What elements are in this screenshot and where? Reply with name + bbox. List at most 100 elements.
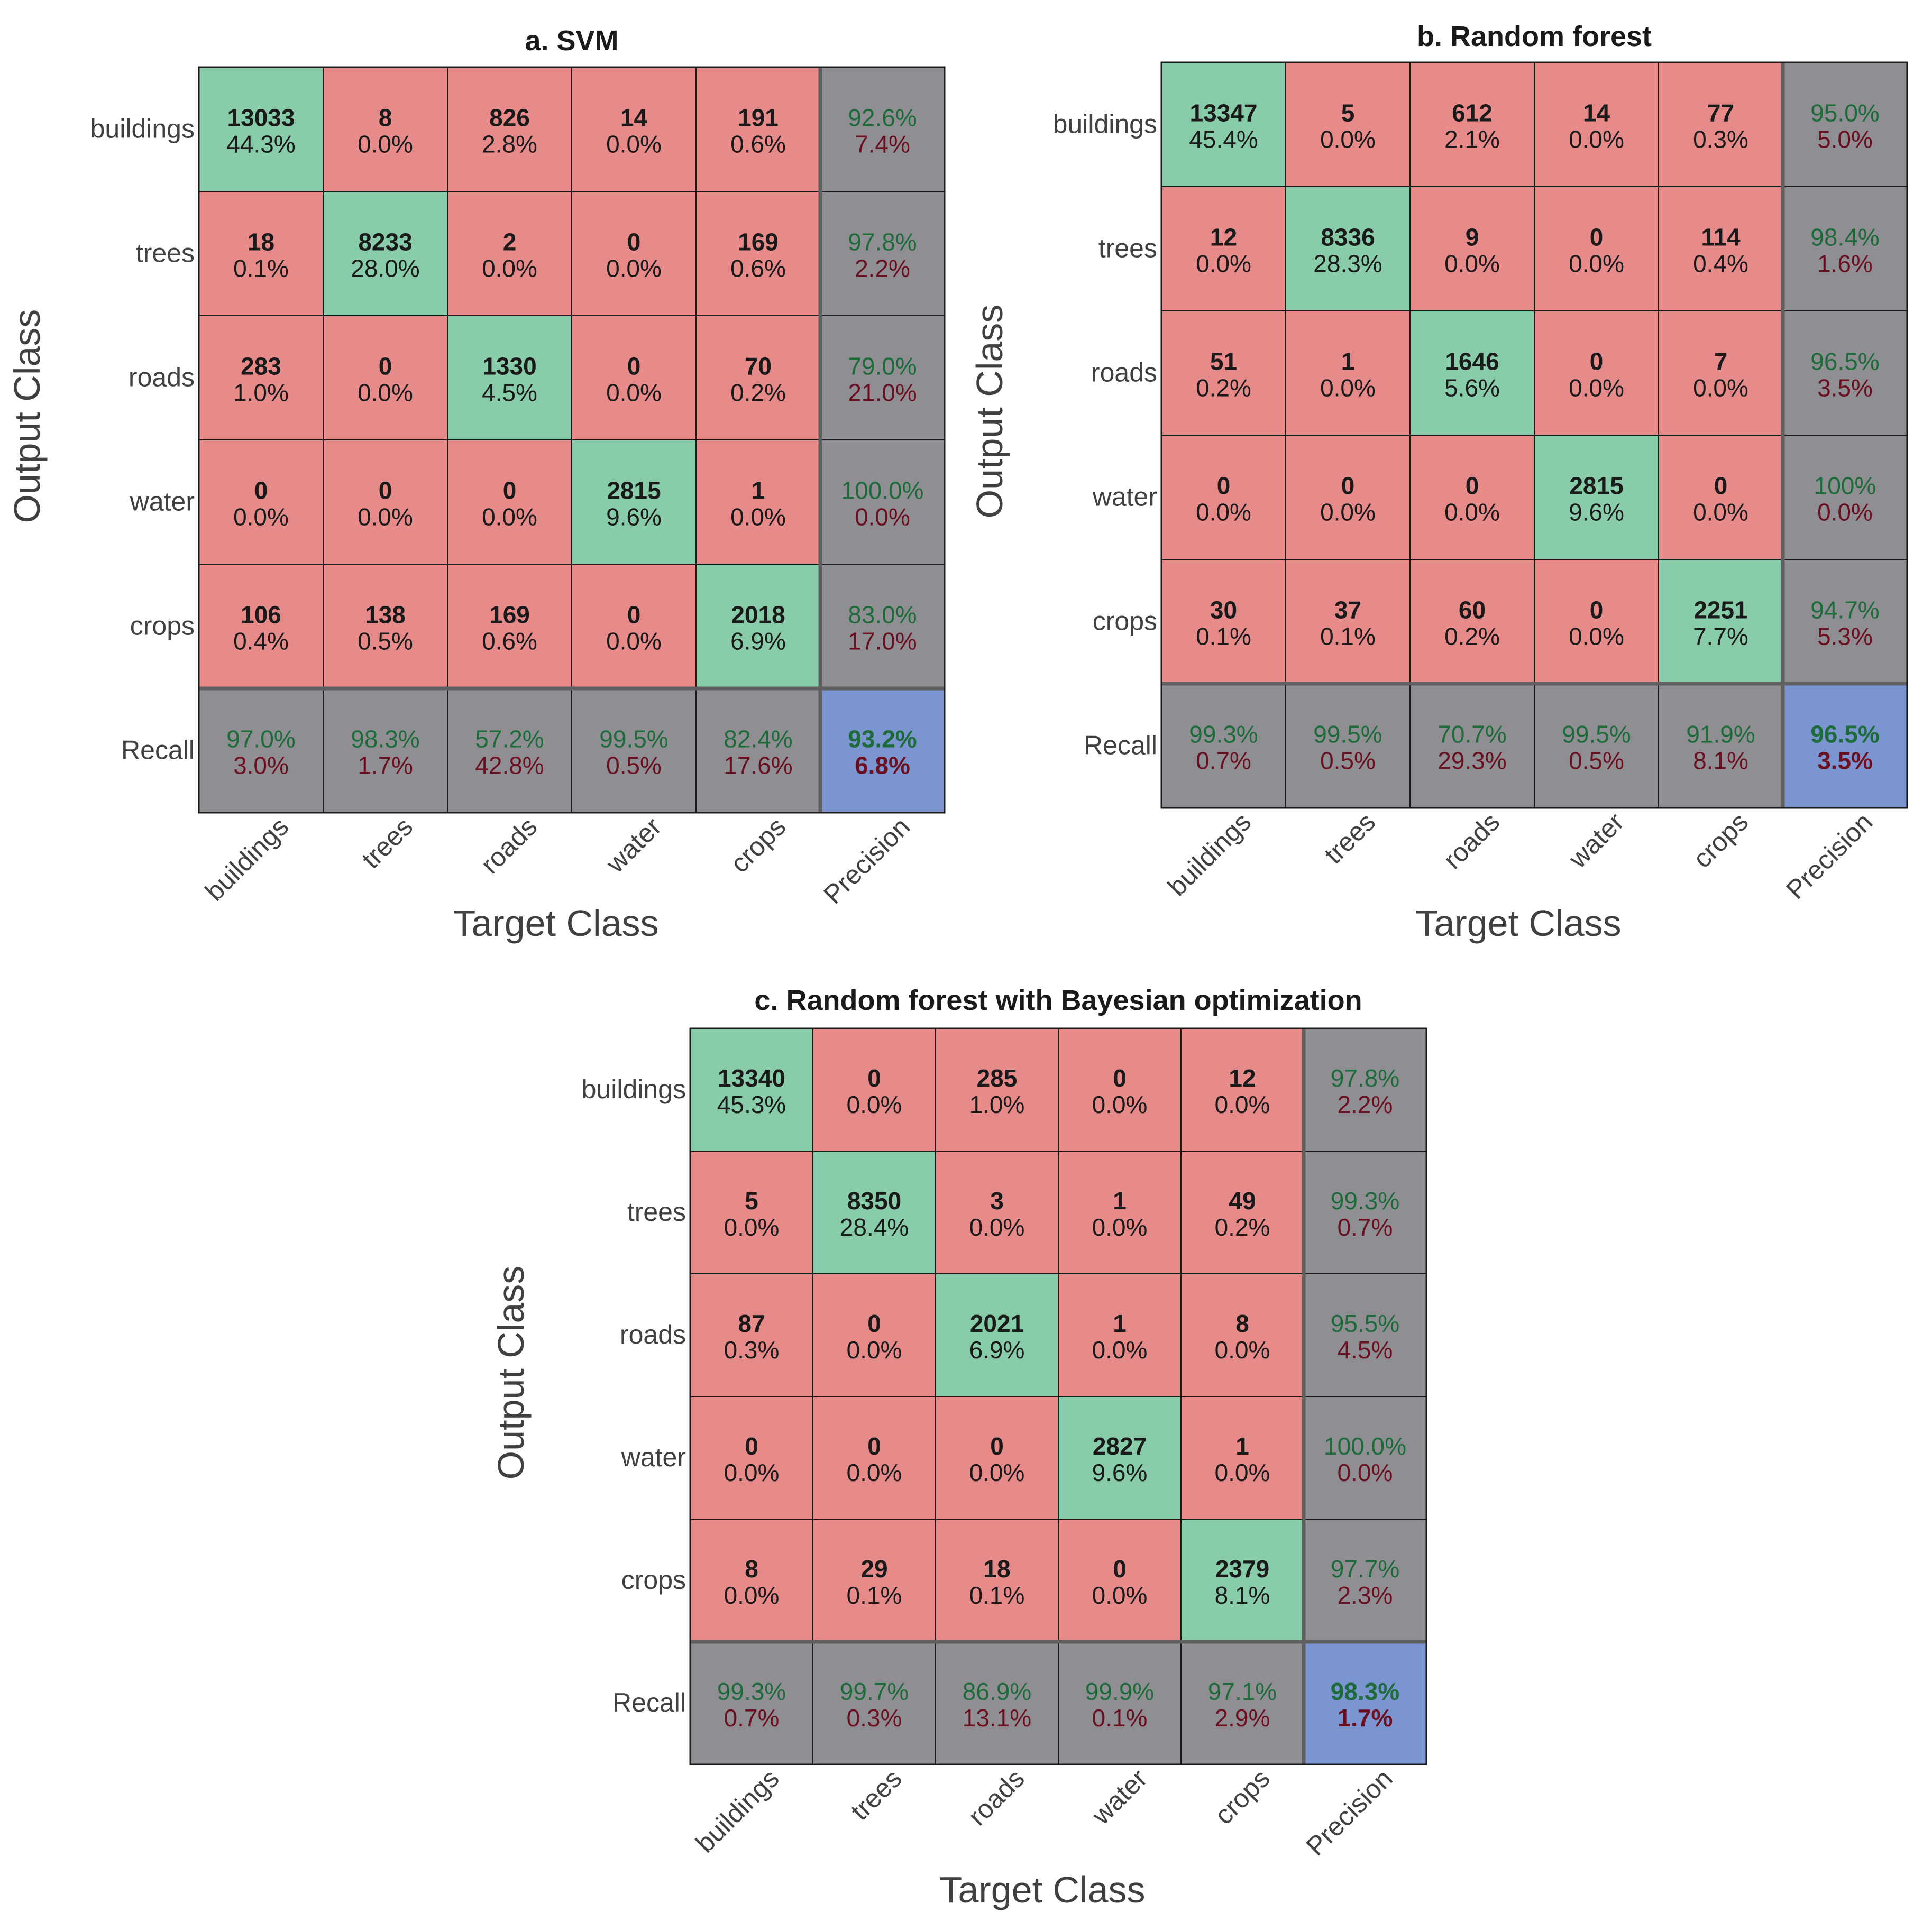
cell-count: 70 [745, 353, 772, 380]
y-tick-label: Recall [1084, 731, 1157, 760]
cell-count: 0 [627, 228, 641, 256]
cell-percent: 8.1% [1215, 1581, 1270, 1609]
precision-value: 95.5% [1331, 1310, 1399, 1337]
cell-count: 7 [1714, 348, 1728, 375]
recall-value: 99.9% [1085, 1678, 1154, 1705]
cell-percent: 5.6% [1444, 374, 1500, 402]
recall-error: 0.1% [1092, 1704, 1148, 1732]
cell-count: 77 [1707, 99, 1734, 127]
cell-count: 138 [365, 601, 406, 629]
cell-count: 30 [1210, 596, 1237, 624]
cell-count: 0 [1590, 596, 1604, 624]
confusion-matrix-a: a. SVM1303344.3%80.0%8262.8%140.0%1910.6… [6, 25, 946, 944]
y-tick-label: trees [1098, 234, 1157, 263]
matrix-border [689, 1027, 1427, 1765]
cell-percent: 0.0% [1693, 499, 1748, 526]
matrix-cell [571, 191, 697, 316]
y-tick-label: Recall [612, 1688, 686, 1717]
cell-percent: 0.6% [730, 131, 786, 158]
cell-percent: 0.0% [482, 503, 537, 531]
matrix-cell [1180, 1641, 1304, 1765]
x-tick-label: Precision [1780, 807, 1878, 905]
precision-error: 2.2% [855, 255, 910, 282]
recall-error: 17.6% [724, 752, 792, 779]
cell-count: 0 [503, 477, 517, 504]
matrix-cell [935, 1028, 1059, 1152]
precision-value: 99.3% [1331, 1187, 1399, 1215]
matrix-cell [1180, 1519, 1304, 1642]
cell-count: 37 [1334, 596, 1361, 624]
cell-count: 1 [1113, 1187, 1127, 1215]
cell-percent: 0.4% [1693, 250, 1748, 278]
cell-count: 283 [241, 353, 281, 380]
matrix-cell [323, 315, 448, 440]
precision-error: 2.2% [1338, 1091, 1393, 1118]
matrix-cell [1161, 559, 1286, 684]
cell-count: 169 [489, 601, 530, 629]
cell-count: 18 [248, 228, 274, 256]
cell-count: 8350 [847, 1187, 901, 1215]
matrix-cell [935, 1151, 1059, 1274]
cell-count: 51 [1210, 348, 1237, 375]
y-tick-label: buildings [1053, 109, 1157, 139]
cell-count: 2815 [1569, 472, 1623, 500]
cell-count: 0 [254, 477, 268, 504]
cell-count: 13347 [1190, 99, 1258, 127]
matrix-cell [1285, 62, 1411, 187]
cell-percent: 0.0% [1693, 374, 1748, 402]
cell-count: 2815 [607, 477, 661, 504]
matrix-cell [812, 1396, 936, 1520]
cell-percent: 0.1% [233, 255, 289, 282]
matrix-cell [1658, 559, 1783, 684]
cell-percent: 0.2% [730, 379, 786, 407]
matrix-cell [323, 191, 448, 316]
recall-value: 98.3% [351, 725, 419, 753]
cell-percent: 0.0% [1092, 1336, 1148, 1364]
matrix-cell [571, 67, 697, 192]
y-tick-label: crops [1093, 606, 1157, 636]
recall-error: 3.0% [233, 752, 289, 779]
chart-title: b. Random forest [1417, 21, 1652, 52]
matrix-cell [820, 688, 945, 813]
recall-value: 99.7% [840, 1678, 909, 1705]
matrix-cell [812, 1273, 936, 1397]
cell-count: 8 [745, 1555, 758, 1583]
cell-count: 8 [1235, 1310, 1249, 1337]
recall-value: 99.5% [1313, 721, 1382, 748]
precision-error: 1.6% [1817, 250, 1873, 278]
y-tick-label: buildings [582, 1074, 686, 1104]
precision-value: 96.5% [1810, 348, 1879, 375]
y-tick-label: water [130, 487, 195, 517]
cell-percent: 0.3% [724, 1336, 780, 1364]
cell-percent: 0.0% [1196, 250, 1251, 278]
matrix-cell [1782, 310, 1908, 436]
cell-percent: 0.0% [1320, 126, 1376, 153]
cell-count: 0 [379, 353, 392, 380]
matrix-cell [571, 564, 697, 689]
cell-count: 12 [1229, 1064, 1256, 1092]
cell-percent: 9.6% [1569, 499, 1624, 526]
matrix-cell [1409, 683, 1535, 808]
recall-error: 13.1% [963, 1704, 1031, 1732]
y-axis-label: Output Class [490, 1266, 532, 1480]
cell-count: 18 [983, 1555, 1010, 1583]
cell-count: 0 [1113, 1555, 1127, 1583]
cell-percent: 0.0% [1569, 374, 1624, 402]
precision-value: 94.7% [1810, 596, 1879, 624]
matrix-cell [812, 1028, 936, 1152]
y-tick-label: roads [1091, 358, 1157, 388]
matrix-cell [690, 1519, 813, 1642]
precision-value: 95.0% [1810, 99, 1879, 127]
matrix-cell [1534, 310, 1659, 436]
cell-count: 2018 [731, 601, 785, 629]
x-tick-label: Precision [1301, 1763, 1398, 1861]
x-tick-label: roads [1437, 807, 1505, 875]
matrix-cell [323, 439, 448, 565]
matrix-cell [1782, 186, 1908, 311]
cell-count: 1330 [482, 353, 536, 380]
cell-count: 2 [503, 228, 517, 256]
cell-percent: 28.0% [351, 255, 419, 282]
x-tick-label: roads [963, 1763, 1030, 1831]
recall-value: 99.5% [1562, 721, 1631, 748]
